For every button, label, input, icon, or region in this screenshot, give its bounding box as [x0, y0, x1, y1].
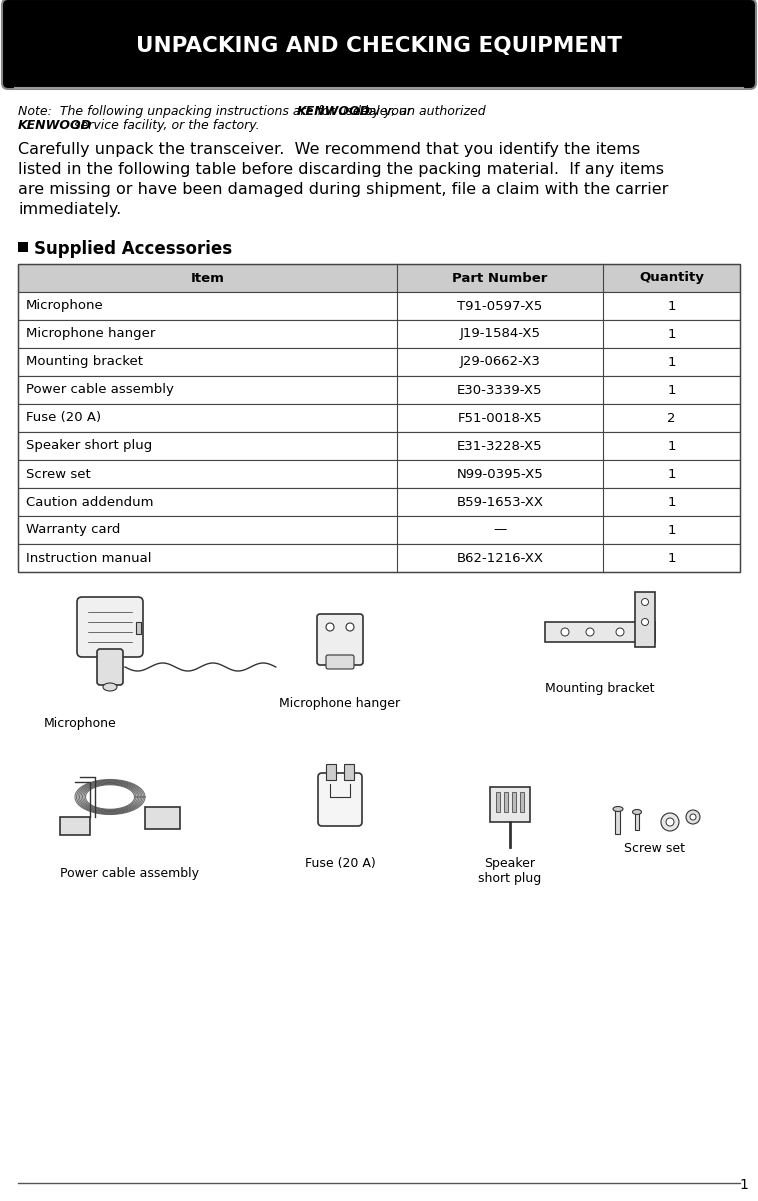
Bar: [326, 764, 336, 779]
Text: 1: 1: [667, 551, 675, 564]
Text: B62-1216-XX: B62-1216-XX: [456, 551, 543, 564]
Text: Note:  The following unpacking instructions are for use by your: Note: The following unpacking instructio…: [18, 104, 416, 118]
Bar: [18, 319, 740, 348]
Text: 1: 1: [667, 467, 675, 480]
Text: Microphone: Microphone: [26, 299, 104, 312]
FancyBboxPatch shape: [326, 655, 354, 669]
Text: KENWOOD: KENWOOD: [18, 119, 92, 132]
Ellipse shape: [666, 818, 674, 826]
FancyBboxPatch shape: [317, 614, 363, 665]
FancyBboxPatch shape: [97, 649, 123, 685]
Text: Supplied Accessories: Supplied Accessories: [34, 240, 232, 258]
Text: Fuse (20 A): Fuse (20 A): [26, 412, 101, 424]
Text: Speaker short plug: Speaker short plug: [26, 440, 152, 453]
Ellipse shape: [561, 628, 569, 637]
Bar: [18, 404, 740, 432]
Text: Power cable assembly: Power cable assembly: [26, 383, 174, 396]
Text: Quantity: Quantity: [639, 271, 704, 285]
Text: Item: Item: [190, 271, 224, 285]
Text: Caution addendum: Caution addendum: [26, 496, 154, 508]
Text: N99-0395-X5: N99-0395-X5: [456, 467, 543, 480]
Ellipse shape: [632, 809, 641, 814]
Ellipse shape: [326, 623, 334, 631]
Bar: [18, 241, 28, 252]
Bar: [615, 809, 620, 833]
Bar: [18, 376, 740, 404]
Text: Microphone hanger: Microphone hanger: [280, 697, 400, 710]
Ellipse shape: [641, 619, 649, 626]
Bar: [18, 488, 740, 516]
Ellipse shape: [346, 623, 354, 631]
Text: service facility, or the factory.: service facility, or the factory.: [70, 119, 260, 132]
Text: are missing or have been damaged during shipment, file a claim with the carrier: are missing or have been damaged during …: [18, 183, 669, 197]
Text: 1: 1: [667, 328, 675, 341]
Ellipse shape: [690, 814, 696, 820]
Bar: [18, 516, 740, 544]
Text: E30-3339-X5: E30-3339-X5: [457, 383, 543, 396]
Text: Mounting bracket: Mounting bracket: [26, 355, 143, 369]
Bar: [18, 264, 740, 292]
Ellipse shape: [616, 628, 624, 637]
Ellipse shape: [103, 683, 117, 691]
Text: KENWOOD: KENWOOD: [297, 104, 371, 118]
FancyBboxPatch shape: [77, 597, 143, 657]
Text: Screw set: Screw set: [26, 467, 91, 480]
Bar: [344, 764, 354, 779]
FancyBboxPatch shape: [318, 773, 362, 826]
Text: Speaker
short plug: Speaker short plug: [478, 858, 542, 885]
Text: Instruction manual: Instruction manual: [26, 551, 152, 564]
Text: J29-0662-X3: J29-0662-X3: [459, 355, 540, 369]
Bar: [18, 544, 740, 572]
Text: 2: 2: [667, 412, 675, 424]
Bar: [635, 812, 639, 830]
Text: dealer, an authorized: dealer, an authorized: [349, 104, 486, 118]
Bar: [136, 622, 141, 634]
Text: immediately.: immediately.: [18, 202, 121, 217]
FancyBboxPatch shape: [2, 0, 756, 89]
Text: listed in the following table before discarding the packing material.  If any it: listed in the following table before dis…: [18, 162, 664, 177]
Bar: [496, 791, 500, 812]
Bar: [18, 460, 740, 488]
Bar: [635, 592, 655, 647]
Ellipse shape: [661, 813, 679, 831]
Bar: [18, 348, 740, 376]
Bar: [545, 622, 655, 643]
Text: Warranty card: Warranty card: [26, 524, 121, 537]
Text: 1: 1: [667, 440, 675, 453]
Text: Carefully unpack the transceiver.  We recommend that you identify the items: Carefully unpack the transceiver. We rec…: [18, 142, 640, 157]
Text: 1: 1: [667, 383, 675, 396]
Ellipse shape: [641, 598, 649, 605]
Text: F51-0018-X5: F51-0018-X5: [458, 412, 542, 424]
Text: UNPACKING AND CHECKING EQUIPMENT: UNPACKING AND CHECKING EQUIPMENT: [136, 36, 622, 56]
Text: Power cable assembly: Power cable assembly: [61, 867, 199, 880]
Text: T91-0597-X5: T91-0597-X5: [457, 299, 543, 312]
Bar: [60, 817, 90, 835]
Bar: [18, 264, 740, 572]
Ellipse shape: [613, 807, 623, 812]
Text: Mounting bracket: Mounting bracket: [545, 682, 655, 695]
Text: 1: 1: [667, 299, 675, 312]
Ellipse shape: [586, 628, 594, 637]
Text: Fuse (20 A): Fuse (20 A): [305, 858, 375, 870]
Bar: [18, 432, 740, 460]
Bar: [490, 787, 530, 821]
Text: B59-1653-XX: B59-1653-XX: [456, 496, 543, 508]
Text: 1: 1: [667, 496, 675, 508]
Bar: [145, 807, 180, 829]
Text: Part Number: Part Number: [453, 271, 547, 285]
Text: J19-1584-X5: J19-1584-X5: [459, 328, 540, 341]
Text: —: —: [493, 524, 506, 537]
Text: Microphone hanger: Microphone hanger: [26, 328, 155, 341]
Text: 1: 1: [739, 1178, 748, 1193]
Text: 1: 1: [667, 355, 675, 369]
Bar: [504, 791, 508, 812]
Text: Screw set: Screw set: [625, 842, 685, 855]
Text: Microphone: Microphone: [44, 717, 117, 730]
Text: E31-3228-X5: E31-3228-X5: [457, 440, 543, 453]
Text: 1: 1: [667, 524, 675, 537]
Bar: [520, 791, 524, 812]
Ellipse shape: [686, 809, 700, 824]
Bar: [512, 791, 516, 812]
Bar: [18, 292, 740, 319]
